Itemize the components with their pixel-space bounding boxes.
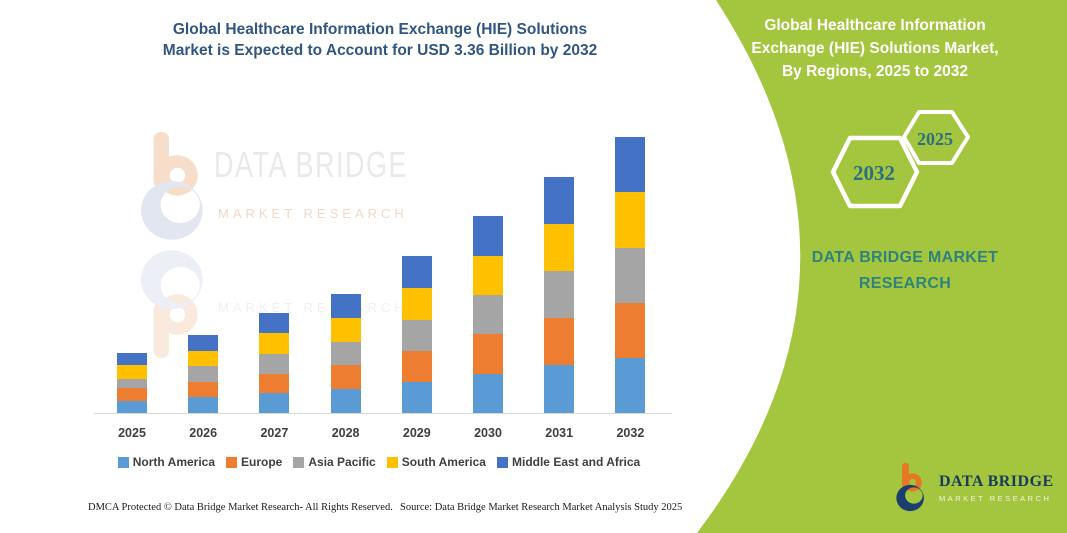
logo-text-block: DATA BRIDGE MARKET RESEARCH xyxy=(939,473,1054,503)
x-axis-line xyxy=(94,412,672,414)
bar-segment-2029-south-america xyxy=(401,287,432,320)
bar-segment-2027-north-america xyxy=(259,393,290,413)
bar-segment-2026-south-america xyxy=(188,350,219,367)
x-tick-label-2026: 2026 xyxy=(189,426,218,440)
hexagon-2025-icon xyxy=(902,110,970,165)
bar-segment-2031-south-america xyxy=(544,223,575,272)
bar-segment-2031-north-america xyxy=(544,365,575,413)
bar-segment-2025-europe xyxy=(117,388,147,401)
bar-segment-2029-asia-pacific xyxy=(401,319,432,351)
bar-segment-2025-middle-east-and-africa xyxy=(117,353,147,366)
footer-source-text: Source: Data Bridge Market Research Mark… xyxy=(400,502,683,513)
legend-label: Middle East and Africa xyxy=(511,455,641,469)
bar-segment-2027-asia-pacific xyxy=(259,353,290,374)
bar-segment-2028-middle-east-and-africa xyxy=(330,294,361,318)
data-bridge-logo: DATA BRIDGE MARKET RESEARCH xyxy=(893,463,1063,513)
footer-dmca-text: DMCA Protected © Data Bridge Market Rese… xyxy=(88,502,393,513)
hexagon-2032-icon xyxy=(830,135,920,209)
legend-item-north-america: North America xyxy=(117,455,216,469)
bar-segment-2031-asia-pacific xyxy=(544,271,575,318)
bar-segment-2026-middle-east-and-africa xyxy=(188,335,219,351)
bar-segment-2030-europe xyxy=(473,334,503,374)
legend-item-europe: Europe xyxy=(226,455,282,469)
bar-segment-2028-south-america xyxy=(330,317,361,342)
bar-segment-2031-middle-east-and-africa xyxy=(544,176,575,224)
x-tick-label-2030: 2030 xyxy=(474,426,502,440)
legend-item-middle-east-and-africa: Middle East and Africa xyxy=(496,455,641,469)
bar-segment-2031-europe xyxy=(544,317,575,366)
bar-segment-2032-north-america xyxy=(615,358,646,413)
data-bridge-logo-icon xyxy=(896,463,924,512)
side-panel-shape xyxy=(697,0,1067,533)
legend-swatch-icon xyxy=(386,456,398,468)
bar-segment-2028-asia-pacific xyxy=(330,341,361,366)
bar-segment-2027-middle-east-and-africa xyxy=(259,312,290,334)
bar-segment-2025-south-america xyxy=(117,365,147,379)
x-tick-label-2025: 2025 xyxy=(118,426,146,440)
logo-name: DATA BRIDGE xyxy=(939,473,1054,490)
legend-swatch-icon xyxy=(226,456,238,468)
stacked-bar-chart xyxy=(94,128,672,414)
x-axis-labels: 2025 2026 2027 2028 2029 2030 2031 2032 xyxy=(100,426,672,444)
page-title: Global Healthcare Information Exchange (… xyxy=(162,21,598,59)
bar-segment-2030-north-america xyxy=(473,373,503,413)
legend-label: South America xyxy=(401,455,486,469)
bar-segment-2029-europe xyxy=(401,350,432,382)
bar-segment-2029-middle-east-and-africa xyxy=(401,255,432,288)
bar-segment-2032-asia-pacific xyxy=(615,248,646,304)
bar-segment-2028-europe xyxy=(330,365,361,390)
legend-swatch-icon xyxy=(496,456,508,468)
bar-segment-2030-south-america xyxy=(473,255,503,295)
legend-label: North America xyxy=(132,455,216,469)
bar-segment-2026-north-america xyxy=(188,397,219,413)
bar-segment-2025-asia-pacific xyxy=(117,378,147,389)
bar-segment-2026-asia-pacific xyxy=(188,366,219,382)
bar-segment-2027-south-america xyxy=(259,333,290,354)
chart-legend: North America Europe Asia Pacific South Ame… xyxy=(84,455,674,469)
x-tick-label-2027: 2027 xyxy=(260,426,289,440)
legend-label: Europe xyxy=(241,455,283,469)
legend-swatch-icon xyxy=(293,456,305,468)
bar-segment-2032-middle-east-and-africa xyxy=(615,137,646,193)
bar-segment-2030-asia-pacific xyxy=(473,294,503,335)
x-tick-label-2031: 2031 xyxy=(545,426,574,440)
legend-item-asia-pacific: Asia Pacific xyxy=(293,455,376,469)
bar-segment-2028-north-america xyxy=(330,389,361,413)
legend-item-south-america: South America xyxy=(386,455,486,469)
bar-segment-2030-middle-east-and-africa xyxy=(473,216,503,256)
legend-swatch-icon xyxy=(117,456,129,468)
bar-segment-2032-south-america xyxy=(615,192,646,249)
side-panel-brand-text: DATA BRIDGE MARKET RESEARCH xyxy=(811,249,999,292)
x-tick-label-2028: 2028 xyxy=(331,426,360,440)
bar-segment-2026-europe xyxy=(188,381,219,398)
x-tick-label-2032: 2032 xyxy=(616,426,645,440)
x-tick-label-2029: 2029 xyxy=(402,426,431,440)
bar-segment-2032-europe xyxy=(615,303,646,359)
bar-segment-2027-europe xyxy=(259,373,290,394)
bar-segment-2029-north-america xyxy=(401,381,432,413)
hexagon-2032-label: 2032 xyxy=(853,161,895,185)
bar-segment-2025-north-america xyxy=(117,400,147,413)
hexagon-2025-label: 2025 xyxy=(917,129,953,149)
legend-label: Asia Pacific xyxy=(308,455,376,469)
logo-subtitle: MARKET RESEARCH xyxy=(939,494,1052,503)
side-panel-title: Global Healthcare Information Exchange (… xyxy=(751,17,999,80)
